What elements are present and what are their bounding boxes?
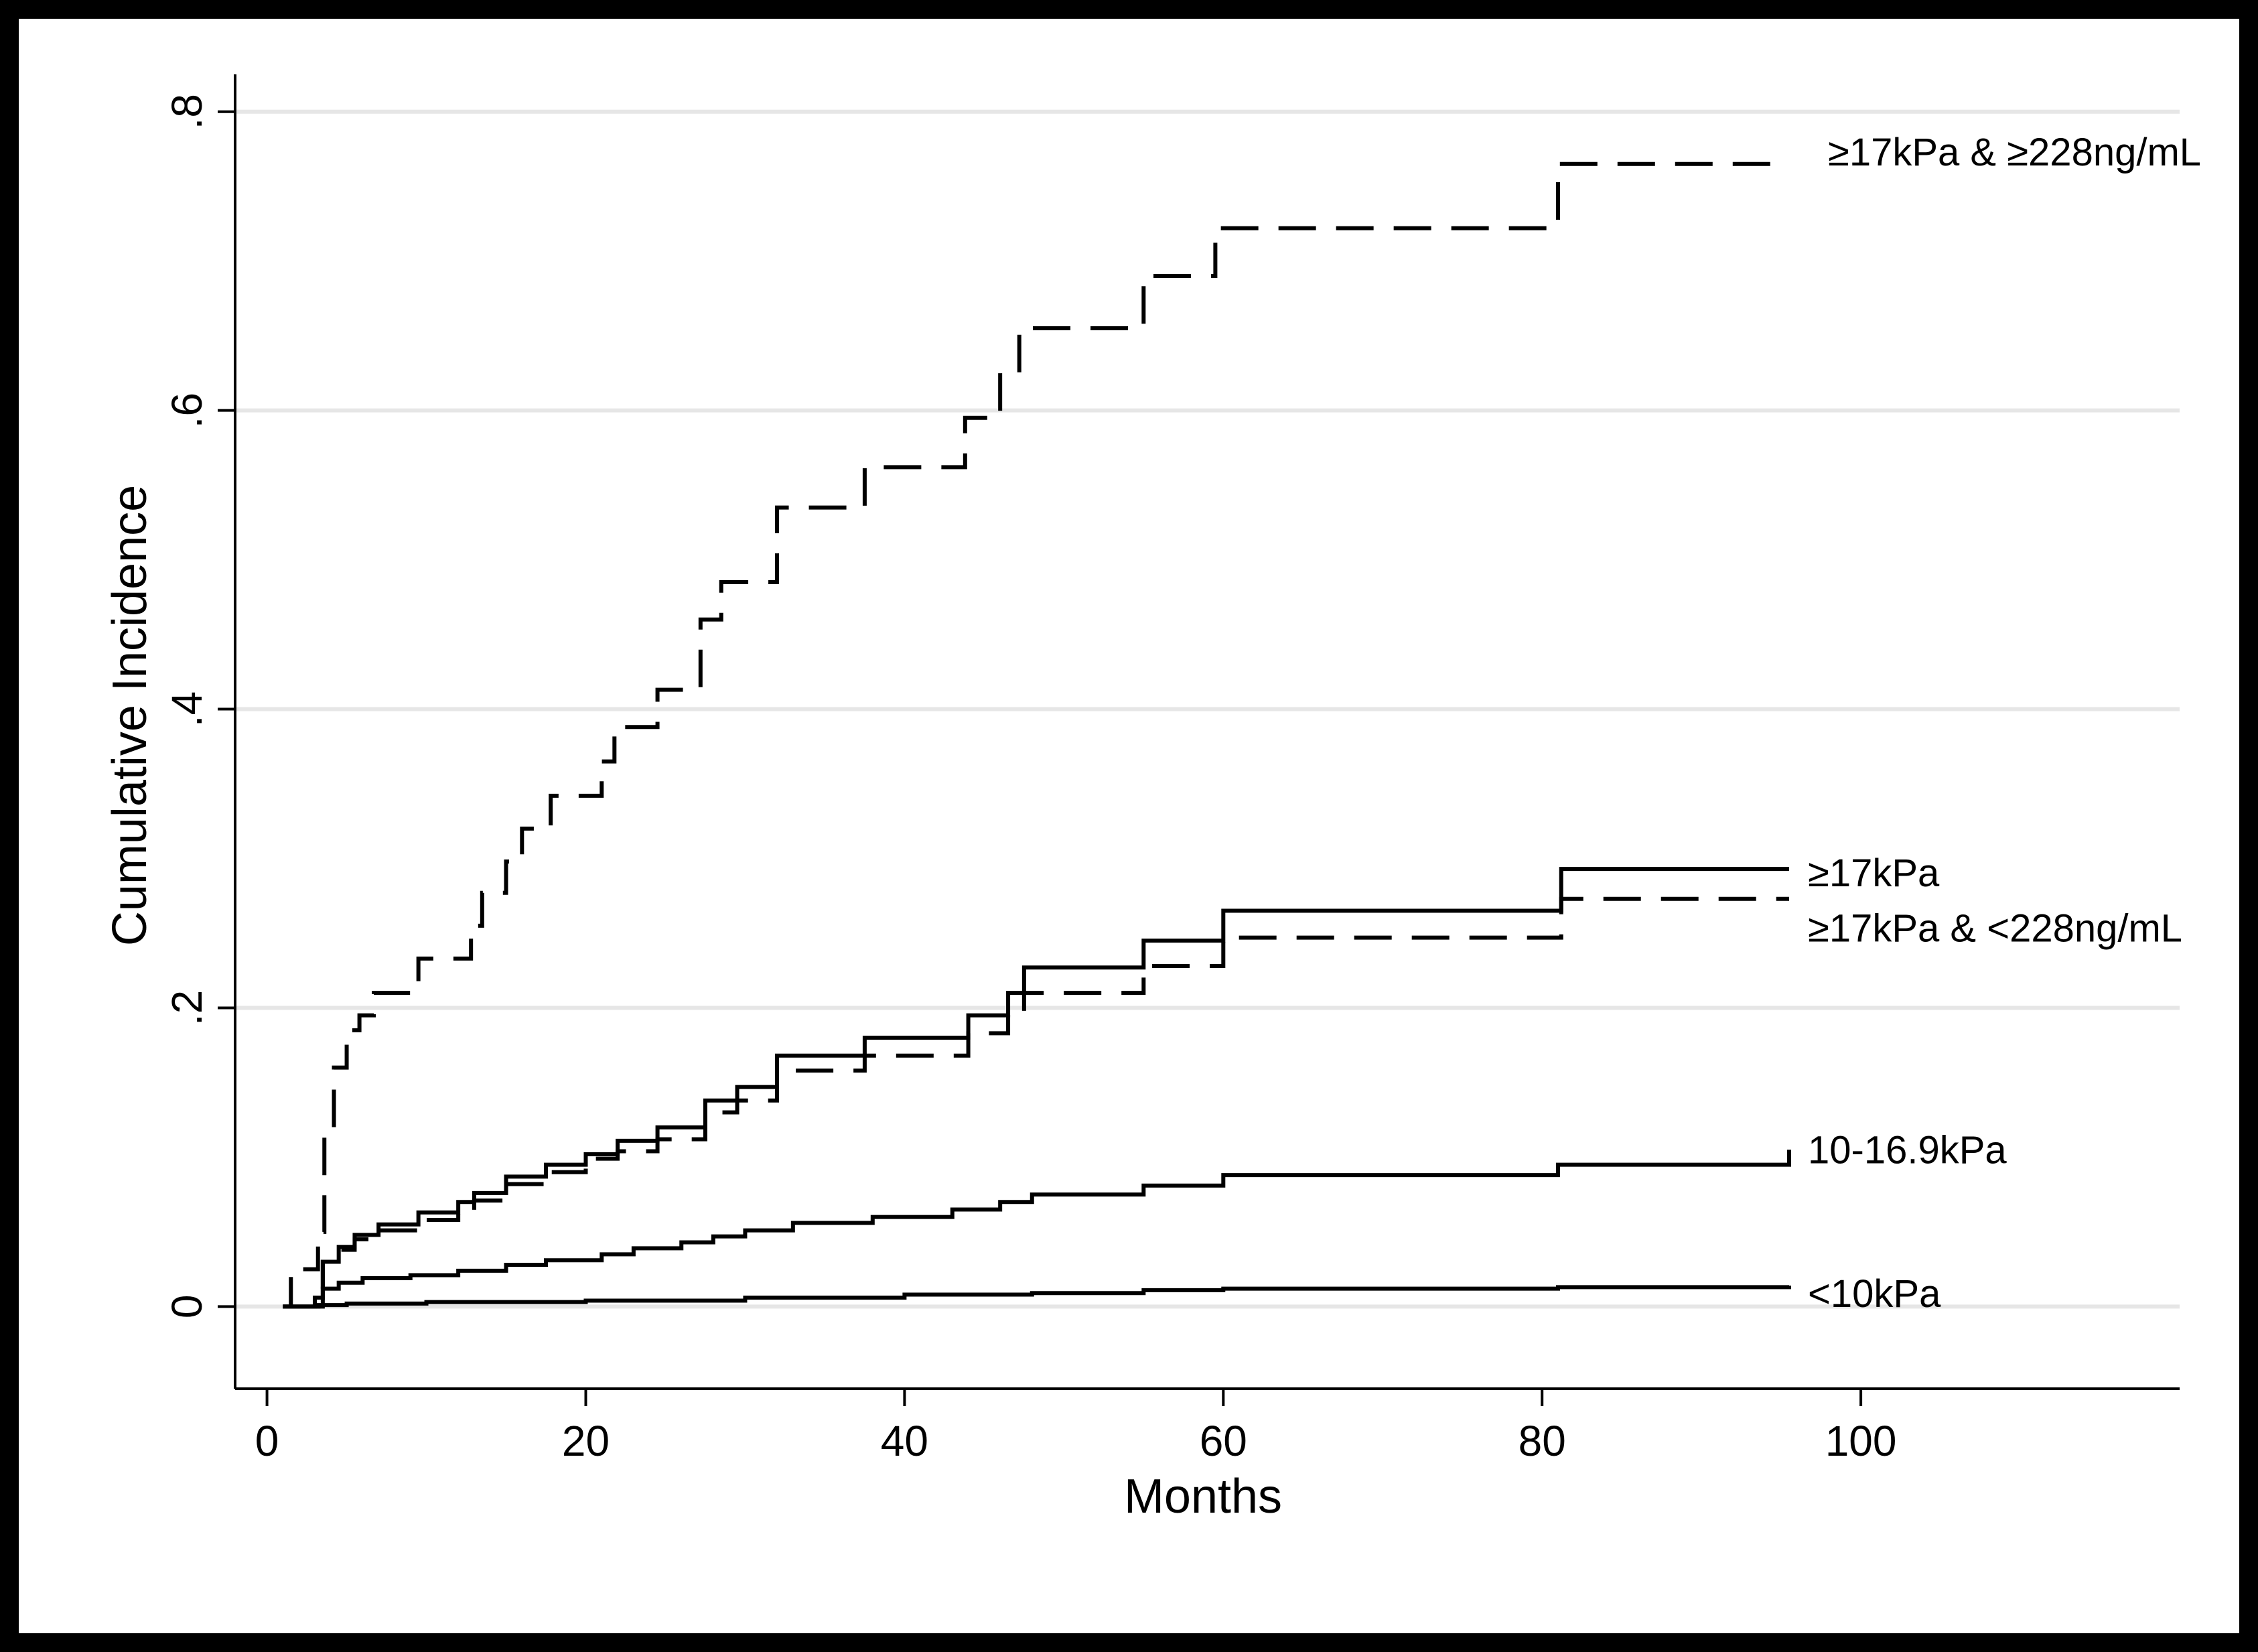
gridlines — [236, 109, 2180, 1309]
x-tick-label: 0 — [255, 1417, 279, 1465]
y-tick-label: .8 — [163, 94, 211, 129]
cumulative-incidence-chart: 0 .2 .4 .6 .8 0 20 40 60 80 100 ≥17kPa & ≥228ng/m… — [103, 74, 2201, 1523]
x-tick-label: 20 — [562, 1417, 610, 1465]
y-tick-label: .6 — [163, 393, 211, 428]
series-label: 10-16.9kPa — [1808, 1128, 2007, 1172]
series-line — [283, 161, 1790, 1309]
axes — [234, 74, 2180, 1390]
y-ticks: 0 .2 .4 .6 .8 — [163, 94, 235, 1318]
y-axis-title: Cumulative Incidence — [103, 485, 157, 946]
x-tick-label: 60 — [1200, 1417, 1247, 1465]
y-tick-label: .4 — [163, 691, 211, 727]
x-tick-label: 80 — [1519, 1417, 1566, 1465]
x-tick-label: 40 — [881, 1417, 928, 1465]
series-label: ≥17kPa & <228ng/mL — [1808, 907, 2182, 951]
series-labels: ≥17kPa & ≥228ng/mL ≥17kPa ≥17kPa & <228ng/… — [1808, 131, 2201, 1316]
series-line — [283, 1285, 1792, 1309]
x-ticks: 0 20 40 60 80 100 — [255, 1389, 1897, 1465]
y-tick-label: 0 — [163, 1295, 211, 1319]
series-line — [283, 867, 1790, 1309]
y-tick-label: .2 — [163, 990, 211, 1026]
series-line — [283, 1150, 1792, 1309]
x-tick-label: 100 — [1825, 1417, 1897, 1465]
series-label: ≥17kPa & ≥228ng/mL — [1828, 131, 2201, 174]
x-axis-title: Months — [1124, 1470, 1282, 1523]
series-label: ≥17kPa — [1808, 851, 1940, 895]
series-lines — [283, 161, 1792, 1309]
plot-frame: 0 .2 .4 .6 .8 0 20 40 60 80 100 ≥17kPa & ≥228ng/m… — [19, 19, 2239, 1633]
series-label: <10kPa — [1808, 1272, 1941, 1316]
series-line — [283, 896, 1790, 1309]
